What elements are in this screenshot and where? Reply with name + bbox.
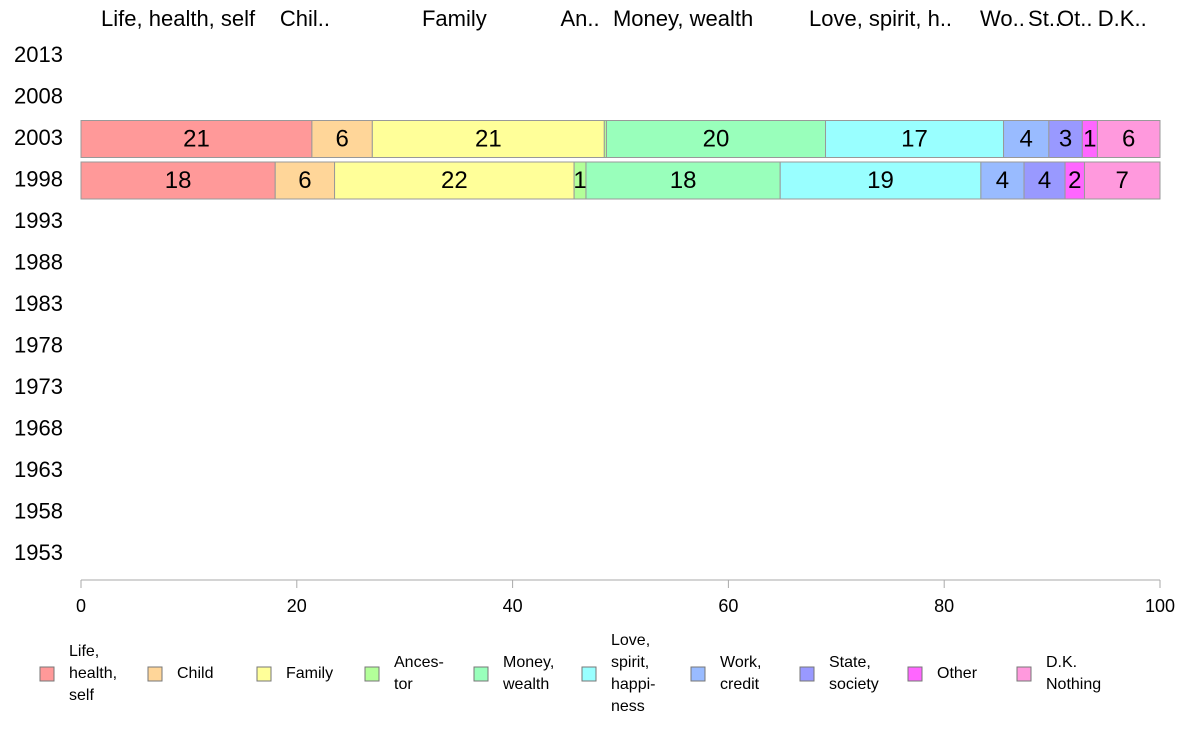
x-tick-label: 40 — [503, 596, 523, 616]
bar-value-label: 4 — [996, 167, 1009, 194]
bar-value-label: 20 — [703, 125, 730, 152]
legend-label: spirit, — [611, 654, 649, 671]
year-label: 2003 — [14, 125, 63, 150]
bar-segment — [274, 161, 336, 200]
bar-segment — [605, 120, 827, 158]
year-label: 2013 — [14, 42, 63, 67]
legend-label: D.K. — [1046, 654, 1077, 671]
legend-swatch — [256, 666, 272, 682]
category-header: St.. — [1028, 6, 1061, 31]
legend-label: health, — [69, 665, 117, 682]
bar-value-label: 6 — [335, 125, 348, 152]
bar-value-label: 6 — [298, 167, 311, 194]
legend-label: ness — [611, 698, 645, 715]
year-label: 1973 — [14, 374, 63, 399]
bar-segment — [371, 120, 605, 158]
bar-value-label: 17 — [901, 125, 928, 152]
year-label: 1998 — [14, 166, 63, 191]
x-tick-label: 20 — [287, 596, 307, 616]
bar-value-label: 4 — [1038, 167, 1051, 194]
legend-label: State, — [829, 654, 871, 671]
category-header: Family — [422, 6, 487, 31]
bar-segment — [1096, 120, 1161, 158]
legend-label: Family — [286, 665, 333, 682]
bar-value-label: 19 — [867, 167, 894, 194]
bar-segment — [1023, 161, 1066, 200]
bar-segment — [1048, 120, 1083, 158]
bar-value-label: 3 — [1059, 125, 1072, 152]
bar-segment — [825, 120, 1005, 158]
bar-value-label: 21 — [183, 125, 210, 152]
year-label: 1993 — [14, 208, 63, 233]
legend-label: Life, — [69, 643, 99, 660]
legend-label: Nothing — [1046, 676, 1101, 693]
bar-value-label: 1 — [1083, 125, 1096, 152]
legend-swatch — [1016, 666, 1032, 682]
bar-value-label: 4 — [1020, 125, 1033, 152]
legend-label: tor — [394, 676, 413, 693]
year-label: 1978 — [14, 332, 63, 357]
x-tick-label: 0 — [76, 596, 86, 616]
legend-label: society — [829, 676, 879, 693]
year-label: 1988 — [14, 249, 63, 274]
legend-label: Love, — [611, 632, 650, 649]
bar-segment — [585, 161, 781, 200]
legend-label: self — [69, 687, 94, 704]
year-label: 1983 — [14, 291, 63, 316]
category-header: Ot.. — [1057, 6, 1092, 31]
year-label: 1958 — [14, 498, 63, 523]
bar-value-label: 18 — [165, 167, 192, 194]
legend-swatch — [907, 666, 923, 682]
legend-label: Ances- — [394, 654, 444, 671]
year-label: 2008 — [14, 83, 63, 108]
bar-segment — [311, 120, 373, 158]
bar-segment — [80, 120, 313, 158]
bar-value-label: 18 — [670, 167, 697, 194]
legend-label: credit — [720, 676, 760, 693]
year-label: 1953 — [14, 540, 63, 565]
x-tick-label: 80 — [934, 596, 954, 616]
bar-value-label: 7 — [1116, 167, 1129, 194]
category-header: Wo.. — [980, 6, 1025, 31]
legend-label: happi- — [611, 676, 655, 693]
legend-label: Other — [937, 665, 978, 682]
bar-value-label: 6 — [1122, 125, 1135, 152]
legend-swatch — [581, 666, 597, 682]
category-header: An.. — [560, 6, 599, 31]
bar-value-label: 2 — [1068, 167, 1081, 194]
bar-segment — [334, 161, 575, 200]
bar-segment — [980, 161, 1025, 200]
legend-swatch — [690, 666, 706, 682]
legend-swatch — [473, 666, 489, 682]
bar-segment — [1003, 120, 1050, 158]
legend-label: Work, — [720, 654, 761, 671]
legend-swatch — [147, 666, 163, 682]
year-label: 1963 — [14, 457, 63, 482]
legend-swatch — [39, 666, 55, 682]
bar-segment — [1083, 161, 1161, 200]
x-tick-label: 60 — [718, 596, 738, 616]
legend-label: Child — [177, 665, 213, 682]
year-label: 1968 — [14, 415, 63, 440]
x-tick-label: 100 — [1145, 596, 1175, 616]
bar-value-label: 1 — [573, 167, 586, 194]
category-header: D.K.. — [1098, 6, 1147, 31]
legend-label: wealth — [502, 676, 549, 693]
legend-swatch — [799, 666, 815, 682]
legend-label: Money, — [503, 654, 554, 671]
bar-value-label: 22 — [441, 167, 468, 194]
category-header: Love, spirit, h.. — [809, 6, 952, 31]
legend-swatch — [364, 666, 380, 682]
category-header: Life, health, self — [101, 6, 256, 31]
category-header: Chil.. — [280, 6, 330, 31]
category-header: Money, wealth — [613, 6, 753, 31]
bar-value-label: 21 — [475, 125, 502, 152]
